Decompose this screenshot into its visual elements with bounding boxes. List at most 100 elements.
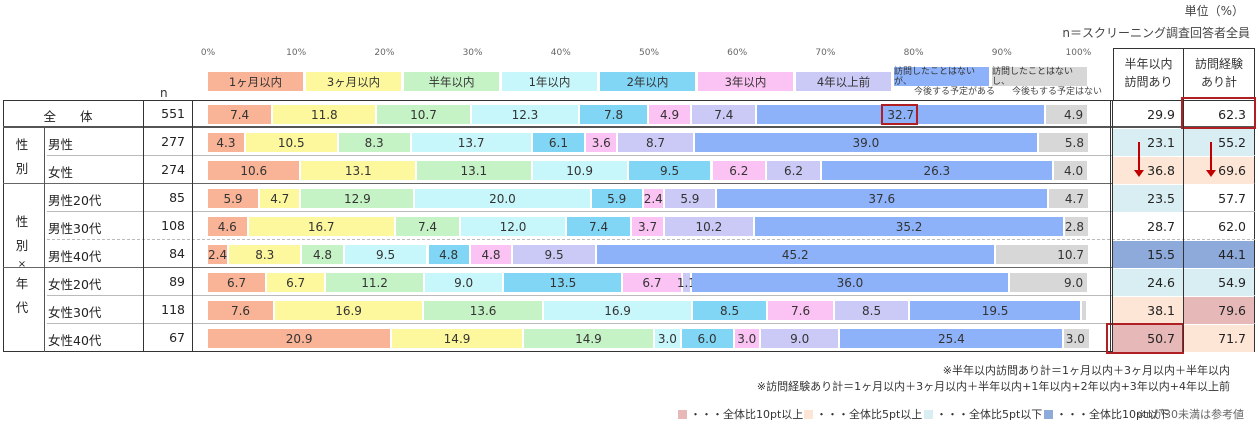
- header-halfyear-visit: 半年以内 訪問あり: [1113, 48, 1184, 100]
- row-separator: [47, 155, 1255, 156]
- row-separator: [3, 183, 1255, 184]
- visit-experience-value: 57.7: [1218, 190, 1246, 206]
- data-table-frame: [3, 100, 1255, 352]
- table-row: [3, 296, 1255, 324]
- bar-segment: 7.4: [208, 105, 274, 124]
- legend-item: 1年以内: [502, 72, 597, 91]
- bar-segment: 9.5: [628, 161, 713, 180]
- visit-experience-value: 55.2: [1184, 128, 1254, 156]
- bar-segment: 8.3: [229, 245, 303, 264]
- row-n-value: 85: [169, 190, 185, 205]
- legend-item: 訪問したことはないが、: [894, 67, 989, 87]
- bar-segment: 9.5: [344, 245, 429, 264]
- table-row: [3, 212, 1255, 240]
- legend-item: 3年以内: [698, 72, 793, 91]
- color-key-item: ・・・全体比5pt以上: [804, 406, 922, 422]
- table-row: [3, 128, 1255, 156]
- bar-segment: 6.7: [623, 273, 683, 292]
- row-n-value: 118: [161, 302, 185, 317]
- bar-segment: 16.9: [544, 301, 694, 320]
- bar-segment: 5.9: [591, 189, 644, 208]
- chart-summary-divider: [1110, 100, 1113, 352]
- header-experience-line1: 訪問経験: [1194, 57, 1243, 71]
- bar-segment: 13.1: [301, 161, 418, 180]
- highlight-box-female40-halfyear: [1106, 323, 1184, 354]
- unit-label: 単位（%）: [1184, 4, 1244, 18]
- table-row: [3, 156, 1255, 184]
- bar-segment: 36.0: [692, 273, 1010, 292]
- bar-segment: 4.6: [208, 217, 249, 236]
- group-label-gender-age: 性 別 × 年 代: [15, 214, 29, 315]
- row-separator: [47, 323, 1255, 324]
- legend-item: 訪問したことはないし、: [992, 67, 1087, 87]
- bar-segment: 7.6: [768, 301, 836, 320]
- color-key-label: ・・・全体比10pt以上: [690, 408, 804, 421]
- bar-segment: 10.6: [208, 161, 302, 180]
- bar-segment: 26.3: [821, 161, 1054, 180]
- bar-segment: 14.9: [392, 329, 524, 348]
- bar-segment: 9.0: [761, 329, 841, 348]
- x-tick: 100%: [1065, 48, 1092, 58]
- bar-segment: 6.7: [208, 273, 268, 292]
- visit-experience-value: 44.1: [1184, 240, 1254, 268]
- row-label: 男性20代: [48, 193, 102, 208]
- bar-segment: 13.1: [417, 161, 533, 180]
- bar-segment: 10.7: [995, 245, 1090, 264]
- x-tick: 0%: [200, 48, 216, 58]
- bar-segment: 5.8: [1038, 133, 1090, 152]
- legend-item-label-top: 訪問したことはないし、: [992, 67, 1074, 87]
- x-tick: 10%: [286, 48, 307, 58]
- bar-segment: 4.7: [260, 189, 302, 208]
- bar-segment: 32.7: [757, 105, 1046, 124]
- halfyear-visit-value: 23.5: [1112, 184, 1183, 212]
- bar-segment: 19.5: [910, 301, 1083, 320]
- bar-segment: 3.6: [586, 133, 619, 152]
- bar-segment: 16.9: [275, 301, 425, 320]
- color-swatch-icon: [678, 409, 687, 419]
- n-column-header: n: [160, 86, 168, 100]
- x-tick: 30%: [462, 48, 483, 58]
- bar-segment: 5.9: [208, 189, 261, 208]
- highlight-box-overall-future: [881, 104, 918, 125]
- row-label: 女性40代: [48, 333, 102, 348]
- bar-segment: [1082, 301, 1089, 320]
- color-key-item: ・・・全体比10pt以下: [1044, 406, 1169, 422]
- legend-item-label-top: 訪問したことはないが、: [894, 67, 976, 87]
- bar-segment: 5.9: [664, 189, 717, 208]
- bar-segment: 2.4: [643, 189, 665, 208]
- bar-segment: 12.0: [461, 217, 567, 236]
- bar-segment: 4.8: [470, 245, 514, 264]
- bar-segment: 7.8: [580, 105, 649, 124]
- group-divider: [44, 128, 45, 352]
- bar-segment: 10.9: [532, 161, 629, 180]
- halfyear-visit-value: 23.1: [1112, 128, 1183, 156]
- bar-segment: 16.7: [248, 217, 396, 236]
- reference-note: ※nが30未満は参考値: [1136, 408, 1244, 421]
- bar-segment: 12.3: [471, 105, 581, 124]
- color-swatch-icon: [804, 409, 813, 419]
- row-label: 男性30代: [48, 221, 102, 236]
- row-label: 男性40代: [48, 249, 102, 264]
- halfyear-visit-value: 29.9: [1147, 106, 1175, 122]
- bar-segment: 9.0: [424, 273, 505, 292]
- bar-segment: 6.7: [267, 273, 327, 292]
- bar-segment: 1.1: [677, 273, 696, 292]
- halfyear-visit-value: 15.5: [1112, 240, 1183, 268]
- row-separator: [3, 126, 1255, 128]
- bar-segment: 45.2: [596, 245, 996, 264]
- arrow-down-icon: [1206, 142, 1216, 177]
- row-separator: [47, 239, 1255, 240]
- row-label: 女性20代: [48, 277, 102, 292]
- color-key-item: ・・・全体比5pt以下: [924, 406, 1042, 422]
- row-label: 女性: [48, 165, 74, 180]
- footnote-experience: ※訪問経験あり計＝1ヶ月以内＋3ヶ月以内＋半年以内+1年以内+2年以内+3年以内…: [756, 380, 1230, 393]
- bar-segment: 11.8: [273, 105, 378, 124]
- legend-item: 3ヶ月以内: [306, 72, 401, 91]
- bar-segment: 9.5: [513, 245, 597, 264]
- summary-divider: [1183, 100, 1184, 352]
- bar-segment: 11.2: [326, 273, 425, 292]
- bar-segment: 7.6: [208, 301, 276, 320]
- bar-segment: 25.4: [840, 329, 1065, 348]
- bar-segment: 7.4: [395, 217, 462, 236]
- halfyear-visit-value: 50.7: [1112, 324, 1183, 352]
